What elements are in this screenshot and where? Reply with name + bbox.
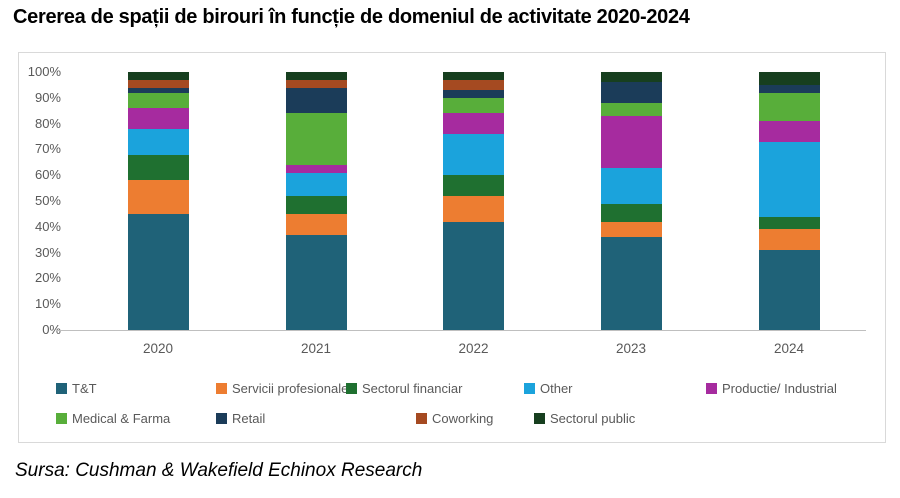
legend-swatch-icon [706, 383, 717, 394]
bar-segment [127, 128, 189, 155]
x-tick-label: 2024 [773, 341, 805, 356]
bar-segment [443, 97, 504, 114]
legend-item: Sectorul financiar [346, 381, 462, 396]
bar-segment [600, 221, 662, 238]
bar-segment [443, 79, 504, 91]
bar-segment [600, 237, 662, 330]
legend-item: Retail [216, 411, 265, 426]
bar-segment [758, 84, 820, 93]
legend-label: Retail [232, 411, 266, 426]
y-tick-label: 20% [34, 270, 61, 286]
bar-segment [285, 113, 347, 165]
stacked-bar-2020 [127, 72, 189, 330]
legend-label: T&T [72, 381, 97, 396]
bar-segment [758, 92, 820, 122]
legend-label: Servicii profesionale [232, 381, 349, 396]
y-tick-label: 90% [34, 89, 61, 105]
y-tick-label: 60% [34, 167, 61, 183]
bar-segment [127, 213, 189, 330]
bar-segment [285, 79, 347, 88]
legend-swatch-icon [524, 383, 535, 394]
legend-item: Sectorul public [534, 411, 635, 426]
bar-segment [600, 103, 662, 116]
y-tick-label: 100% [27, 64, 61, 79]
stacked-bar-2024 [758, 72, 820, 330]
source-note: Sursa: Cushman & Wakefield Echinox Resea… [15, 460, 423, 481]
legend-label: Medical & Farma [72, 411, 171, 426]
bar-segment [758, 141, 820, 217]
legend-label: Sectorul public [550, 411, 636, 426]
legend-swatch-icon [416, 413, 427, 424]
legend-item: Servicii profesionale [216, 381, 348, 396]
legend-label: Other [540, 381, 573, 396]
bar-segment [600, 72, 662, 83]
bar-segment [127, 87, 189, 93]
bar-segment [127, 180, 189, 214]
bar-segment [285, 195, 347, 214]
legend-item: Productie/ Industrial [706, 381, 837, 396]
x-tick-label: 2021 [300, 341, 332, 356]
chart-title: Cererea de spații de birouri în funcție … [13, 6, 690, 28]
bar-segment [758, 229, 820, 251]
bar-segment [443, 175, 504, 196]
bar-segment [758, 250, 820, 330]
bar-segment [127, 72, 189, 80]
legend-swatch-icon [216, 413, 227, 424]
legend-swatch-icon [56, 413, 67, 424]
y-tick-label: 10% [34, 296, 61, 312]
legend-swatch-icon [56, 383, 67, 394]
bar-segment [127, 154, 189, 181]
y-tick-label: 0% [42, 322, 61, 337]
bar-segment [443, 72, 504, 80]
bar-segment [285, 172, 347, 196]
legend-swatch-icon [534, 413, 545, 424]
bar-segment [285, 72, 347, 80]
chart-container: 0% 10% 20% 30% 40% 50% 60% 70% 80% 90% 100% 2020 20… [18, 52, 886, 443]
bar-segment [443, 195, 504, 222]
legend-label: Sectorul financiar [362, 381, 463, 396]
bar-segment [285, 164, 347, 173]
bar-segment [127, 92, 189, 109]
y-tick-label: 70% [34, 141, 61, 157]
bar-segment [443, 221, 504, 330]
bar-segment [758, 121, 820, 142]
y-tick-label: 80% [34, 115, 61, 131]
stacked-bar-2023 [600, 72, 662, 330]
y-tick-label: 30% [34, 244, 61, 260]
legend-item: T&T [56, 381, 97, 396]
legend-label: Productie/ Industrial [722, 381, 837, 396]
stacked-bar-2022 [443, 72, 504, 330]
legend-item: Medical & Farma [56, 411, 170, 426]
bar-segment [443, 113, 504, 134]
bar-segment [285, 213, 347, 235]
bar-segment [600, 82, 662, 104]
x-tick-label: 2022 [458, 341, 489, 356]
y-tick-label: 40% [34, 218, 61, 234]
y-tick-label: 50% [34, 193, 61, 208]
x-tick-label: 2023 [615, 341, 647, 356]
bar-segment [443, 133, 504, 176]
legend-label: Coworking [432, 411, 494, 426]
legend-item: Coworking [416, 411, 493, 426]
bar-segment [600, 203, 662, 222]
bar-segment [285, 87, 347, 114]
bar-segment [127, 79, 189, 88]
bar-segment [600, 115, 662, 168]
x-tick-label: 2020 [142, 341, 174, 356]
legend-swatch-icon [216, 383, 227, 394]
bar-segment [285, 234, 347, 330]
x-axis-line [56, 330, 866, 331]
bar-segment [443, 90, 504, 98]
bar-segment [758, 72, 820, 85]
bar-segment [600, 167, 662, 204]
legend-item: Other [524, 381, 573, 396]
bar-segment [127, 108, 189, 129]
stacked-bar-2021 [285, 72, 347, 330]
bar-segment [758, 216, 820, 230]
legend-swatch-icon [346, 383, 357, 394]
